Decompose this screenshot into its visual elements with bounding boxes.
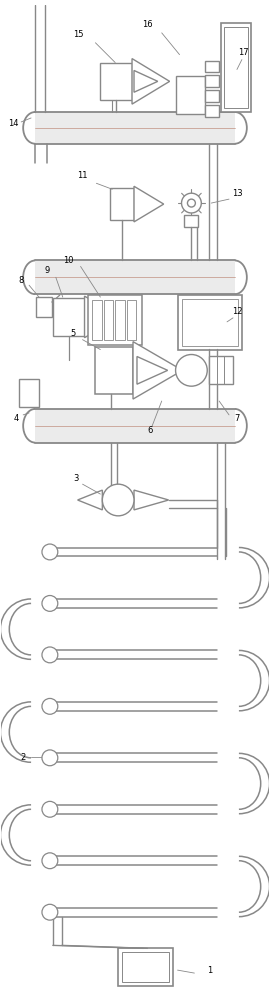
Bar xyxy=(209,356,233,384)
Bar xyxy=(104,300,113,340)
Circle shape xyxy=(181,193,201,213)
Circle shape xyxy=(42,904,58,920)
Circle shape xyxy=(42,853,58,869)
Bar xyxy=(35,112,235,144)
Text: 15: 15 xyxy=(73,30,84,39)
Polygon shape xyxy=(134,186,164,222)
Polygon shape xyxy=(85,296,120,338)
Bar xyxy=(181,299,238,346)
Polygon shape xyxy=(134,490,169,510)
Bar xyxy=(115,300,125,340)
Bar xyxy=(95,347,133,394)
Bar xyxy=(184,215,198,227)
Polygon shape xyxy=(137,356,168,384)
Bar xyxy=(122,952,169,982)
Text: 16: 16 xyxy=(143,20,153,29)
Bar xyxy=(205,90,219,102)
Bar xyxy=(100,63,132,100)
Circle shape xyxy=(42,544,58,560)
Text: 12: 12 xyxy=(232,307,242,316)
Bar xyxy=(118,948,173,986)
Bar xyxy=(127,300,136,340)
Bar xyxy=(205,75,219,87)
Bar xyxy=(184,364,200,376)
Circle shape xyxy=(42,596,58,611)
Bar xyxy=(92,300,102,340)
Bar xyxy=(110,188,134,220)
Text: 2: 2 xyxy=(21,753,26,762)
Text: 14: 14 xyxy=(8,119,19,128)
Circle shape xyxy=(102,484,134,516)
Text: 10: 10 xyxy=(63,256,74,265)
Text: 9: 9 xyxy=(44,266,49,275)
Polygon shape xyxy=(134,70,158,92)
Polygon shape xyxy=(133,342,183,399)
Bar xyxy=(178,295,242,350)
Bar xyxy=(53,298,85,336)
Text: 4: 4 xyxy=(14,414,19,423)
Bar xyxy=(19,379,39,407)
Circle shape xyxy=(176,355,207,386)
Text: 3: 3 xyxy=(73,474,78,483)
Text: 7: 7 xyxy=(234,414,240,423)
Bar xyxy=(35,260,235,294)
Bar xyxy=(205,105,219,117)
Bar xyxy=(224,27,248,108)
Text: 5: 5 xyxy=(70,329,75,338)
Polygon shape xyxy=(77,490,102,510)
Text: 17: 17 xyxy=(239,48,249,57)
Text: 8: 8 xyxy=(19,276,24,285)
Text: 1: 1 xyxy=(207,966,212,975)
Circle shape xyxy=(42,801,58,817)
Bar xyxy=(35,409,235,443)
Polygon shape xyxy=(132,59,170,104)
Circle shape xyxy=(187,199,195,207)
Text: 11: 11 xyxy=(77,171,88,180)
Circle shape xyxy=(42,750,58,766)
Circle shape xyxy=(42,698,58,714)
Bar xyxy=(176,76,205,114)
Bar xyxy=(89,295,142,345)
Bar xyxy=(221,23,251,112)
Circle shape xyxy=(42,647,58,663)
Text: 13: 13 xyxy=(232,189,242,198)
Bar xyxy=(205,61,219,72)
Text: 6: 6 xyxy=(147,426,153,435)
Bar xyxy=(36,297,52,317)
